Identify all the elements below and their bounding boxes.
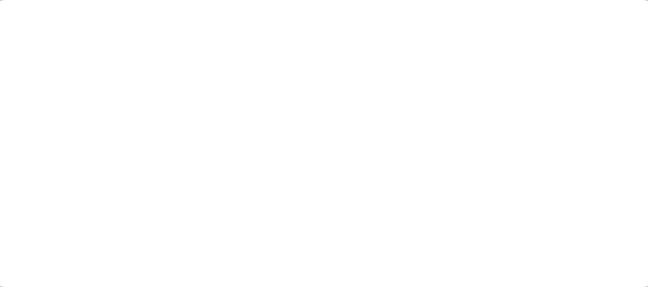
Text: QR is a radius of circle R and PQ is tangent to circle R. Find the value of x. *: QR is a radius of circle R and PQ is tan… [12,15,486,28]
Text: 5 points: 5 points [548,17,590,27]
Bar [8,7,638,35]
Text: Q: Q [353,99,363,112]
Text: R: R [365,133,375,146]
Text: Your answer: Your answer [20,243,96,255]
Text: x: x [363,117,370,130]
Text: P: P [205,131,213,144]
Text: 85: 85 [286,144,301,158]
Text: 84: 84 [273,109,288,122]
